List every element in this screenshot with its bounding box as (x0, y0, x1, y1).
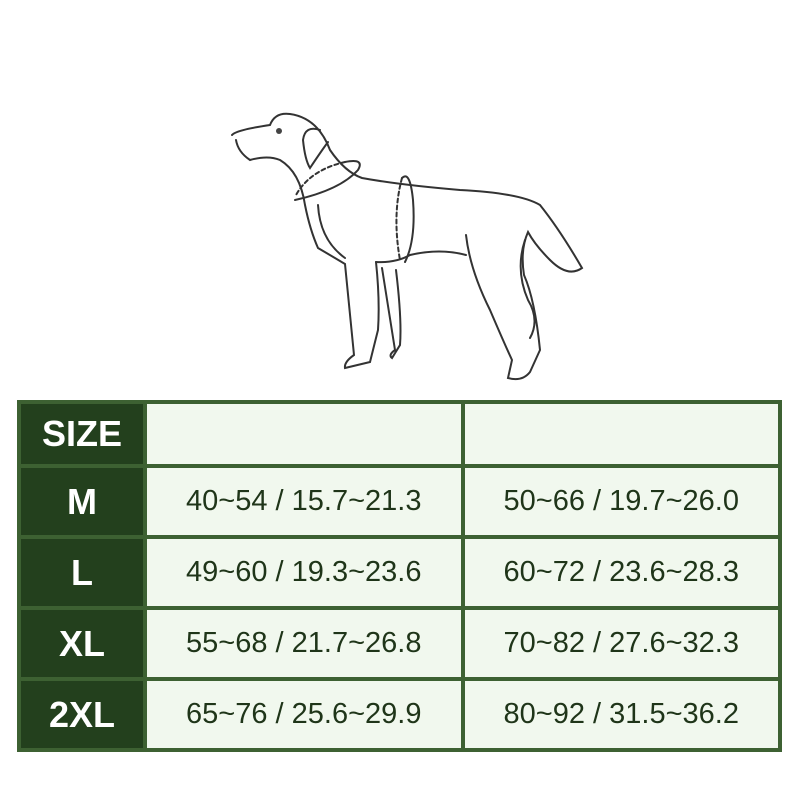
size-label: L (17, 535, 147, 610)
table-row: XL 55~68 / 21.7~26.8 70~82 / 27.6~32.3 (17, 606, 782, 681)
size-header: SIZE (17, 400, 147, 468)
measure-cell: 80~92 / 31.5~36.2 (460, 677, 782, 752)
dog-eye (276, 128, 282, 134)
chest-measurement-icon (395, 175, 415, 263)
size-label: 2XL (17, 677, 147, 752)
table-header-row: SIZE (17, 400, 782, 468)
measure-cell: 70~82 / 27.6~32.3 (460, 606, 782, 681)
size-label: XL (17, 606, 147, 681)
measure-cell: 40~54 / 15.7~21.3 (143, 464, 465, 539)
measure-cell: 60~72 / 23.6~28.3 (460, 535, 782, 610)
column-header-1 (143, 400, 465, 468)
table-row: L 49~60 / 19.3~23.6 60~72 / 23.6~28.3 (17, 535, 782, 610)
measure-cell: 55~68 / 21.7~26.8 (143, 606, 465, 681)
column-header-2 (460, 400, 782, 468)
table-row: 2XL 65~76 / 25.6~29.9 80~92 / 31.5~36.2 (17, 677, 782, 752)
size-chart-table: SIZE M 40~54 / 15.7~21.3 50~66 / 19.7~26… (17, 400, 782, 752)
size-label: M (17, 464, 147, 539)
measure-cell: 50~66 / 19.7~26.0 (460, 464, 782, 539)
neck-measurement-icon (294, 160, 361, 201)
measure-cell: 49~60 / 19.3~23.6 (143, 535, 465, 610)
dog-measurement-illustration (231, 112, 584, 381)
dog-outline (231, 112, 584, 381)
measure-cell: 65~76 / 25.6~29.9 (143, 677, 465, 752)
table-row: M 40~54 / 15.7~21.3 50~66 / 19.7~26.0 (17, 464, 782, 539)
